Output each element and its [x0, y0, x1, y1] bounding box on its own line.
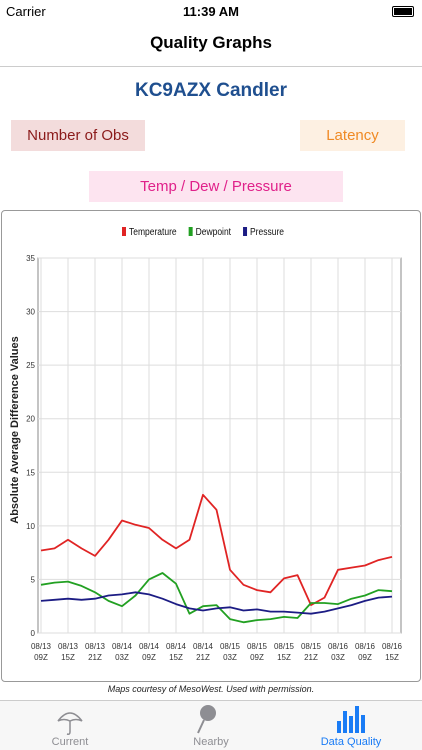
x-tick-label: 08/14 15Z — [165, 642, 187, 662]
chart: Absolute Average Difference Values 0 5 10 1… — [9, 226, 402, 638]
series-line — [40, 591, 393, 615]
legend-swatch — [122, 227, 126, 236]
y-tick-label: 35 — [26, 254, 35, 263]
graph-icon — [337, 706, 365, 733]
legend-label: Temperature — [129, 226, 177, 237]
x-tick-label: 08/13 15Z — [57, 642, 79, 662]
legend-label: Pressure — [250, 226, 284, 237]
x-tick-label: 08/16 03Z — [327, 642, 349, 662]
y-tick-label: 30 — [26, 308, 35, 317]
legend-swatch — [243, 227, 248, 236]
y-tick-label: 10 — [26, 522, 35, 531]
x-tick-label: 08/15 21Z — [300, 642, 322, 662]
x-tick-label: 08/16 09Z — [354, 642, 376, 662]
tab-bar — [0, 700, 422, 750]
tab-data-quality[interactable]: Data Quality — [320, 736, 382, 748]
x-tick-label: 08/14 21Z — [192, 642, 214, 662]
temp-button[interactable]: Temp / Dew / Pressure — [89, 171, 343, 202]
x-tick-label: 08/15 03Z — [219, 642, 241, 662]
nav-title: Quality Graphs — [150, 33, 272, 52]
x-tick-label: 08/13 21Z — [84, 642, 106, 662]
carrier: Carrier — [6, 4, 46, 19]
y-tick-label: 0 — [31, 629, 36, 638]
y-tick-label: 20 — [26, 415, 35, 424]
x-tick-label: 08/15 15Z — [273, 642, 295, 662]
battery — [392, 6, 414, 17]
y-tick-label: 5 — [31, 575, 36, 584]
y-axis-label: Absolute Average Difference Values — [9, 336, 21, 523]
obs-button[interactable]: Number of Obs — [11, 120, 145, 151]
tab-icons — [57, 705, 365, 735]
pin-icon — [200, 705, 216, 721]
credit: Maps courtesy of MesoWest. Used with per… — [107, 684, 315, 694]
x-tick-label: 08/14 03Z — [111, 642, 133, 662]
plot-area — [37, 257, 402, 634]
pin-stem — [197, 719, 205, 734]
tab-current[interactable]: Current — [51, 736, 89, 748]
y-tick-label: 25 — [26, 361, 35, 370]
legend-label: Dewpoint — [196, 226, 232, 237]
x-tick-label: 08/15 09Z — [246, 642, 268, 662]
chart-frame — [1, 210, 421, 682]
legend-swatch — [188, 227, 193, 236]
nav-separator — [0, 66, 422, 67]
x-tick-label: 08/14 09Z — [138, 642, 160, 662]
x-tick-label: 08/16 15Z — [381, 642, 403, 662]
series-line — [40, 572, 393, 624]
series-line — [40, 493, 393, 606]
tab-nearby[interactable]: Nearby — [193, 736, 229, 748]
clock: 11:39 AM — [183, 4, 239, 19]
umbrella-icon — [57, 712, 83, 735]
station-name: KC9AZX Candler — [134, 80, 288, 101]
latency-button[interactable]: Latency — [300, 120, 405, 151]
y-tick-label: 15 — [26, 468, 35, 477]
x-tick-label: 08/13 09Z — [30, 642, 52, 662]
